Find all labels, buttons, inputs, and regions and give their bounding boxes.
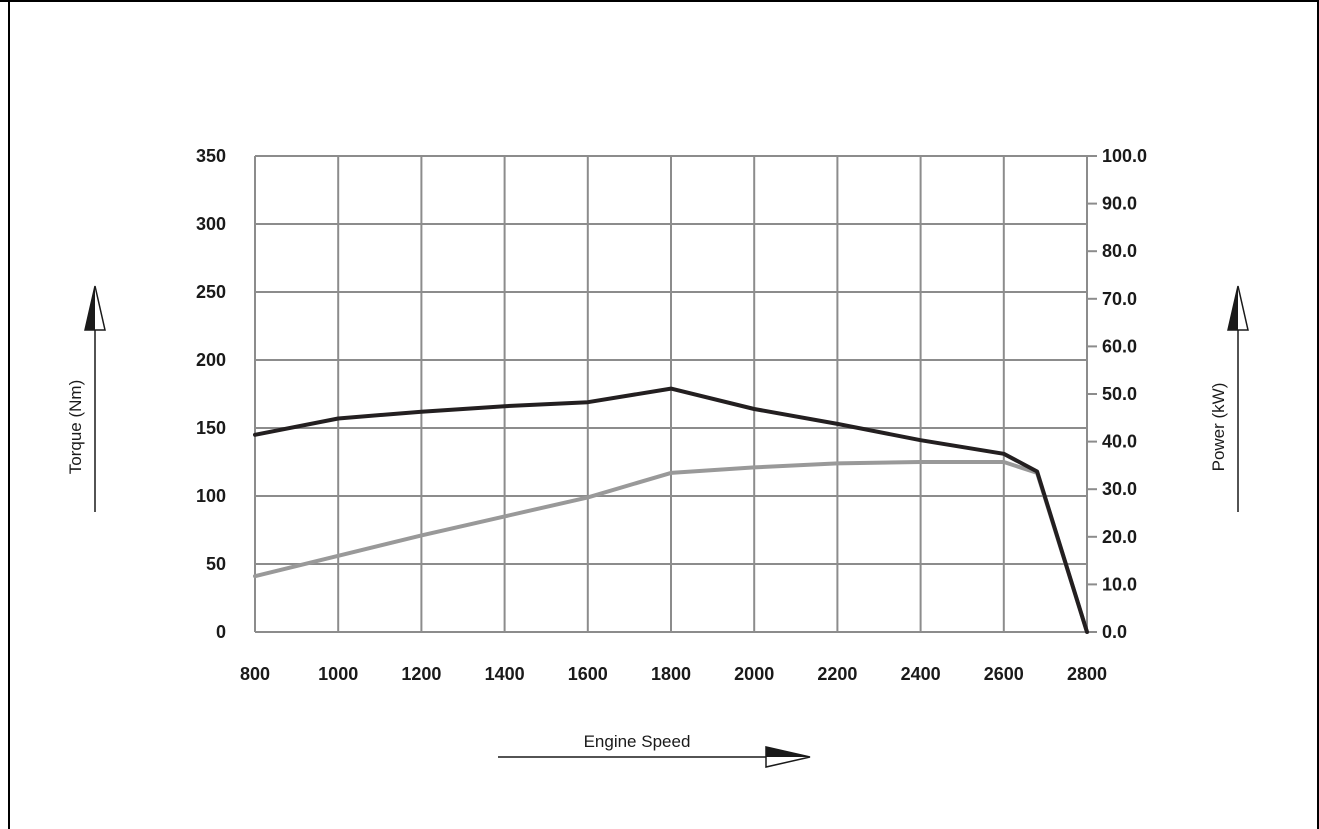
series-line-1 (253, 386, 1089, 634)
y2-tick-label: 70.0 (1102, 289, 1137, 309)
y-tick-label: 250 (196, 282, 226, 302)
x-tick-label: 2000 (734, 664, 774, 684)
x-tick-label: 2600 (984, 664, 1024, 684)
y2-axis-ticks: 0.0 10.0 20.0 30.0 40.0 50.0 60.0 70.0 80.0 90.0 1… (1102, 146, 1147, 642)
y-axis-title: Torque (Nm) (66, 380, 85, 474)
y-tick-label: 350 (196, 146, 226, 166)
y-tick-label: 100 (196, 486, 226, 506)
y-tick-label: 50 (206, 554, 226, 574)
x-axis-title: Engine Speed (584, 732, 691, 751)
y2-tick-label: 20.0 (1102, 527, 1137, 547)
x-tick-label: 1000 (318, 664, 358, 684)
x-tick-label: 2400 (901, 664, 941, 684)
x-tick-label: 1800 (651, 664, 691, 684)
y2-tick-label: 50.0 (1102, 384, 1137, 404)
y2-tick-label: 0.0 (1102, 622, 1127, 642)
y2-axis-title-group: Power (kW) (1209, 285, 1249, 512)
y2-tick-label: 10.0 (1102, 574, 1137, 594)
x-axis-arrow-head-fill (766, 747, 810, 757)
x-axis-ticks: 800 1000 1200 1400 1600 1800 2000 2200 2400 2600 2… (240, 664, 1107, 684)
y2-tick-label: 40.0 (1102, 432, 1137, 452)
y2-axis-title: Power (kW) (1209, 383, 1228, 472)
y-axis-arrow-head-fill (85, 286, 95, 330)
y2-tick-label: 80.0 (1102, 241, 1137, 261)
y-axis-ticks: 0 50 100 150 200 250 300 350 (196, 146, 226, 642)
x-tick-label: 2200 (817, 664, 857, 684)
y2-axis-arrow-head-fill (1228, 286, 1238, 330)
y-tick-label: 150 (196, 418, 226, 438)
series-line-2 (253, 460, 1089, 634)
x-axis-title-group: Engine Speed (498, 732, 811, 768)
y2-tick-label: 90.0 (1102, 194, 1137, 214)
grid (254, 155, 1097, 633)
y2-tick-label: 30.0 (1102, 479, 1137, 499)
y-axis-title-group: Torque (Nm) (66, 285, 106, 512)
x-tick-label: 2800 (1067, 664, 1107, 684)
x-tick-label: 1600 (568, 664, 608, 684)
x-tick-label: 1400 (485, 664, 525, 684)
series-group (253, 386, 1089, 634)
y2-tick-label: 100.0 (1102, 146, 1147, 166)
y-tick-label: 0 (216, 622, 226, 642)
x-tick-label: 1200 (401, 664, 441, 684)
y-tick-label: 300 (196, 214, 226, 234)
y-tick-label: 200 (196, 350, 226, 370)
x-tick-label: 800 (240, 664, 270, 684)
y2-tick-label: 60.0 (1102, 336, 1137, 356)
